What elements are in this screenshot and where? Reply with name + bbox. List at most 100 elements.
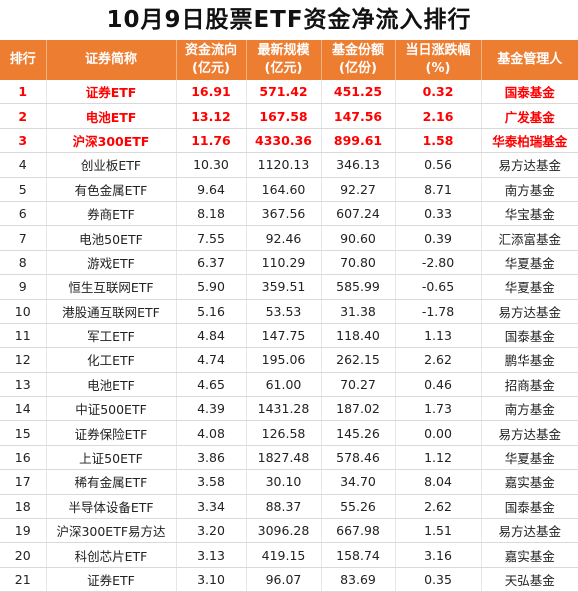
shares-cell: 70.27 [321, 372, 396, 398]
rank-cell: 1 [0, 80, 47, 105]
rank-cell: 6 [0, 201, 47, 227]
shares-cell: 667.98 [321, 518, 396, 544]
change-cell: 1.51 [395, 518, 482, 544]
change-cell: 0.33 [395, 201, 482, 227]
rank-cell: 3 [0, 128, 47, 154]
flow-cell: 10.30 [176, 152, 247, 178]
manager-cell: 华夏基金 [481, 250, 578, 276]
table-row: 13 电池ETF 4.65 61.00 70.27 0.46 招商基金 [0, 372, 578, 398]
rank-cell: 20 [0, 542, 47, 568]
flow-cell: 11.76 [176, 128, 247, 154]
change-cell: 0.39 [395, 225, 482, 251]
shares-cell: 158.74 [321, 542, 396, 568]
rank-cell: 17 [0, 469, 47, 495]
manager-cell: 国泰基金 [481, 80, 578, 105]
flow-cell: 8.18 [176, 201, 247, 227]
flow-cell: 4.08 [176, 420, 247, 446]
rank-cell: 19 [0, 518, 47, 544]
table-row: 8 游戏ETF 6.37 110.29 70.80 -2.80 华夏基金 [0, 250, 578, 276]
scale-cell: 147.75 [246, 323, 322, 349]
name-cell: 半导体设备ETF [46, 494, 177, 520]
shares-cell: 70.80 [321, 250, 396, 276]
name-cell: 上证50ETF [46, 445, 177, 471]
manager-cell: 华泰柏瑞基金 [481, 128, 578, 154]
manager-cell: 华夏基金 [481, 445, 578, 471]
table-row: 3 沪深300ETF 11.76 4330.36 899.61 1.58 华泰柏瑞基金 [0, 128, 578, 154]
rank-cell: 4 [0, 152, 47, 178]
rank-cell: 5 [0, 177, 47, 202]
change-cell: 8.04 [395, 469, 482, 495]
name-cell: 中证500ETF [46, 396, 177, 422]
table-row: 19 沪深300ETF易方达 3.20 3096.28 667.98 1.51 易方达基金 [0, 518, 578, 544]
name-cell: 有色金属ETF [46, 177, 177, 202]
flow-cell: 4.39 [176, 396, 247, 422]
change-cell: 3.16 [395, 542, 482, 568]
name-cell: 化工ETF [46, 347, 177, 373]
manager-cell: 鹏华基金 [481, 347, 578, 373]
table-row: 11 军工ETF 4.84 147.75 118.40 1.13 国泰基金 [0, 323, 578, 349]
shares-cell: 187.02 [321, 396, 396, 422]
shares-cell: 147.56 [321, 103, 396, 129]
scale-cell: 164.60 [246, 177, 322, 202]
flow-cell: 3.86 [176, 445, 247, 471]
manager-cell: 广发基金 [481, 103, 578, 129]
table-row: 18 半导体设备ETF 3.34 88.37 55.26 2.62 国泰基金 [0, 494, 578, 520]
name-cell: 军工ETF [46, 323, 177, 349]
shares-cell: 118.40 [321, 323, 396, 349]
change-cell: 2.62 [395, 347, 482, 373]
table-row: 20 科创芯片ETF 3.13 419.15 158.74 3.16 嘉实基金 [0, 542, 578, 568]
shares-cell: 55.26 [321, 494, 396, 520]
table-row: 6 券商ETF 8.18 367.56 607.24 0.33 华宝基金 [0, 201, 578, 227]
flow-cell: 5.90 [176, 274, 247, 300]
name-cell: 电池50ETF [46, 225, 177, 251]
header-shares: 基金份额 (亿份) [321, 40, 396, 80]
name-cell: 证券ETF [46, 80, 177, 105]
change-cell: -2.80 [395, 250, 482, 276]
scale-cell: 3096.28 [246, 518, 322, 544]
flow-cell: 3.13 [176, 542, 247, 568]
manager-cell: 招商基金 [481, 372, 578, 398]
manager-cell: 国泰基金 [481, 494, 578, 520]
manager-cell: 国泰基金 [481, 323, 578, 349]
flow-cell: 9.64 [176, 177, 247, 202]
page-title: 10月9日股票ETF资金净流入排行 [106, 7, 472, 33]
name-cell: 科创芯片ETF [46, 542, 177, 568]
rank-cell: 14 [0, 396, 47, 422]
manager-cell: 易方达基金 [481, 299, 578, 324]
flow-cell: 6.37 [176, 250, 247, 276]
scale-cell: 92.46 [246, 225, 322, 251]
scale-cell: 195.06 [246, 347, 322, 373]
change-cell: -1.78 [395, 299, 482, 324]
change-cell: 0.56 [395, 152, 482, 178]
change-cell: 1.13 [395, 323, 482, 349]
shares-cell: 578.46 [321, 445, 396, 471]
header-row: 排行 证券简称 资金流向 (亿元) 最新规模 (亿元) 基金份额 (亿份) 当日涨跌幅 (%) 基金… [0, 40, 578, 80]
shares-cell: 90.60 [321, 225, 396, 251]
flow-cell: 4.84 [176, 323, 247, 349]
change-cell: 1.58 [395, 128, 482, 154]
name-cell: 券商ETF [46, 201, 177, 227]
change-cell: 1.12 [395, 445, 482, 471]
name-cell: 沪深300ETF [46, 128, 177, 154]
name-cell: 证券保险ETF [46, 420, 177, 446]
change-cell: 1.73 [395, 396, 482, 422]
change-cell: -0.65 [395, 274, 482, 300]
name-cell: 港股通互联网ETF [46, 299, 177, 324]
scale-cell: 419.15 [246, 542, 322, 568]
manager-cell: 南方基金 [481, 396, 578, 422]
flow-cell: 3.20 [176, 518, 247, 544]
change-cell: 0.00 [395, 420, 482, 446]
rank-cell: 7 [0, 225, 47, 251]
name-cell: 电池ETF [46, 103, 177, 129]
flow-cell: 16.91 [176, 80, 247, 105]
scale-cell: 571.42 [246, 80, 322, 105]
scale-cell: 167.58 [246, 103, 322, 129]
table-row: 4 创业板ETF 10.30 1120.13 346.13 0.56 易方达基金 [0, 152, 578, 178]
rank-cell: 16 [0, 445, 47, 471]
scale-cell: 359.51 [246, 274, 322, 300]
shares-cell: 585.99 [321, 274, 396, 300]
rank-cell: 10 [0, 299, 47, 324]
table-row: 2 电池ETF 13.12 167.58 147.56 2.16 广发基金 [0, 103, 578, 129]
shares-cell: 899.61 [321, 128, 396, 154]
name-cell: 恒生互联网ETF [46, 274, 177, 300]
